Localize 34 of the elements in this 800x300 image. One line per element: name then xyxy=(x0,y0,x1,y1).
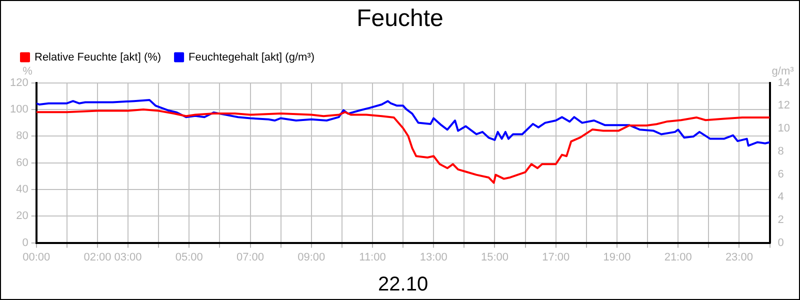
y2-tick-label: 6 xyxy=(778,168,784,180)
x-tick-label: 07:00 xyxy=(236,251,264,264)
x-axis-title: 22.10 xyxy=(378,274,428,296)
y2-axis-title: g/m³ xyxy=(772,65,794,78)
x-tick-label: 13:00 xyxy=(420,251,448,264)
x-tick-label: 02:00 xyxy=(84,251,112,264)
y-tick-label: 80 xyxy=(16,130,28,142)
x-tick-label: 05:00 xyxy=(175,251,203,264)
y2-tick-label: 4 xyxy=(778,191,784,204)
y-tick-label: 100 xyxy=(10,104,28,116)
x-tick-label: 21:00 xyxy=(664,251,692,264)
x-tick-label: 00:00 xyxy=(22,251,50,264)
y2-tick-label: 14 xyxy=(778,76,790,89)
y-tick-label: 120 xyxy=(10,76,28,89)
y-tick-label: 0 xyxy=(22,236,28,249)
y-tick-label: 40 xyxy=(16,184,28,196)
x-tick-label: 23:00 xyxy=(725,251,753,264)
legend-label: Relative Feuchte [akt] (%) xyxy=(34,51,162,64)
y-axis-title: % xyxy=(22,65,33,78)
y-tick-label: 60 xyxy=(16,156,28,169)
x-tick-label: 15:00 xyxy=(480,251,508,264)
x-tick-label: 17:00 xyxy=(542,251,570,264)
y2-tick-label: 8 xyxy=(778,145,784,158)
y2-tick-label: 10 xyxy=(778,122,790,135)
y2-tick-label: 2 xyxy=(778,214,784,226)
x-tick-label: 09:00 xyxy=(298,251,326,264)
y2-tick-label: 0 xyxy=(778,236,784,249)
y2-tick-label: 12 xyxy=(778,100,790,112)
chart-title: Feuchte xyxy=(356,5,444,32)
x-tick-label: 11:00 xyxy=(359,251,386,264)
legend-label: Feuchtegehalt [akt] (g/m³) xyxy=(188,51,314,64)
y-tick-label: 20 xyxy=(16,210,28,222)
x-tick-label: 19:00 xyxy=(603,251,631,264)
x-tick-label: 03:00 xyxy=(114,251,142,264)
